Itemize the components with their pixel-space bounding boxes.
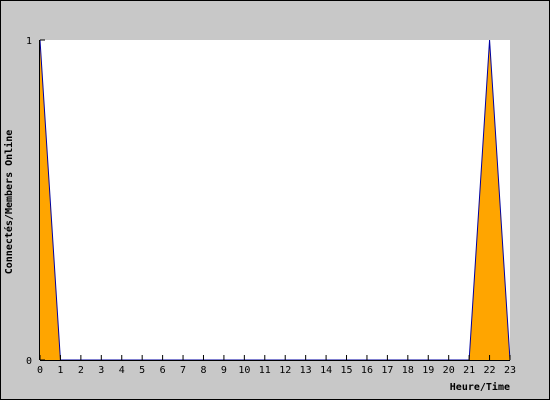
x-tick-label: 10 [238,365,250,376]
x-tick-label: 21 [463,365,475,376]
x-ticks: 0 1 2 3 4 5 6 7 8 9 10 11 12 13 14 15 16 17 18 19 20 21 22 23 [37,355,516,376]
x-tick-label: 8 [200,365,206,376]
x-tick-label: 3 [98,365,104,376]
x-tick-label: 20 [443,365,455,376]
x-tick-label: 15 [340,365,352,376]
x-tick-label: 1 [57,365,63,376]
x-tick-label: 17 [381,365,393,376]
x-tick-label: 13 [300,365,312,376]
x-tick-label: 23 [504,365,516,376]
x-tick-label: 6 [160,365,166,376]
x-tick-label: 9 [221,365,227,376]
x-tick-label: 16 [361,365,373,376]
y-tick-label: 1 [26,36,32,47]
x-tick-label: 2 [78,365,84,376]
x-tick-label: 18 [402,365,414,376]
x-tick-label: 12 [279,365,291,376]
x-tick-label: 4 [119,365,125,376]
x-tick-label: 22 [484,365,496,376]
y-axis-title: Connectés/Members Online [3,130,15,275]
x-tick-label: 14 [320,365,332,376]
plot-area [40,40,510,360]
x-axis-title: Heure/Time [450,381,510,393]
x-tick-label: 7 [180,365,186,376]
axes [39,40,510,361]
y-ticks: 01 [26,36,45,367]
x-tick-label: 5 [139,365,145,376]
x-tick-label: 0 [37,365,43,376]
x-tick-label: 19 [422,365,434,376]
y-tick-label: 0 [26,356,32,367]
x-tick-label: 11 [259,365,271,376]
